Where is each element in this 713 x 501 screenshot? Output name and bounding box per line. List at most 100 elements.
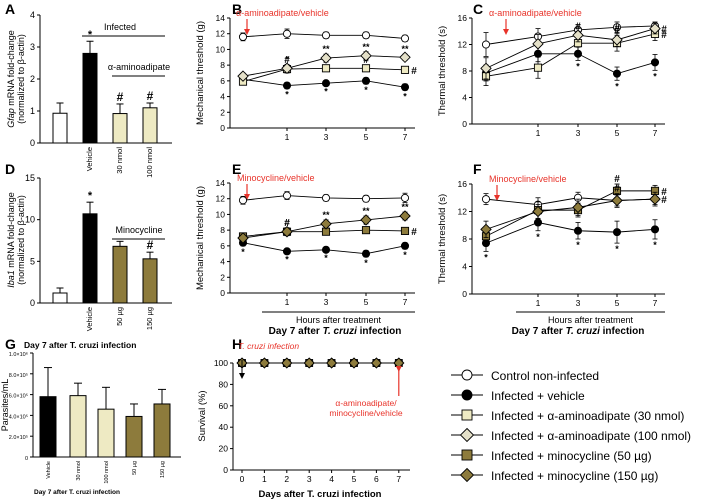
x-tick-label: 4: [329, 474, 334, 484]
chart-D: 0 5 10 15 * Vehicle 50 µg #150 µg Iba1 mRNA fold…: [6, 173, 172, 350]
data-point: [238, 32, 248, 41]
bar: [97, 408, 115, 458]
treatment-arrow-head: [244, 29, 250, 35]
day7-suffix: infection: [600, 326, 644, 337]
series-4: *** ** **: [237, 42, 411, 82]
series-1: [481, 191, 660, 212]
y-label-gene: Gfap: [6, 108, 16, 128]
day7-prefix: Day 7 after: [512, 326, 566, 337]
y-axis-label-2: (normalized to β-actin): [16, 34, 26, 124]
y-tick-label: 12: [216, 194, 226, 204]
treatment-annotation: Minocycline/vehicle: [237, 173, 315, 183]
series-2: * * * * *: [238, 238, 410, 268]
significance-mark: **: [362, 206, 370, 216]
data-point: [400, 226, 410, 235]
footer-label: Day 7 after T. cruzi infection: [24, 340, 136, 350]
bar: [153, 403, 171, 458]
significance-mark: *: [88, 190, 93, 202]
category-label: 30 nmol: [115, 147, 124, 174]
x-axis-label: Hours after treatment: [296, 315, 382, 325]
y-tick-label: 60: [219, 401, 229, 411]
x-tick-label: 7: [653, 298, 658, 308]
y-tick-label: 6: [220, 76, 225, 86]
day7-species: T. cruzi: [323, 326, 357, 337]
chart-E: 0 2 4 6 8 10 12 14 1 3 5 7 Mechanical threshold (g) M…: [195, 173, 417, 337]
x-tick-label: 7: [653, 128, 658, 138]
chart-C: 0 4 8 12 16 1 3 5 7 Thermal threshold (s) α-aminoa…: [437, 8, 667, 138]
bar: [39, 396, 57, 458]
legend-marker: [459, 427, 475, 443]
bar: [69, 395, 87, 458]
y-tick-label: 0: [25, 456, 28, 462]
legend-item: Control non-infected: [451, 369, 599, 383]
data-point: [281, 62, 293, 75]
significance-mark: *: [324, 253, 328, 263]
data-point: [481, 40, 491, 49]
data-point: [360, 214, 372, 226]
x-tick-label: 1: [536, 298, 541, 308]
significance-mark: #: [411, 227, 417, 238]
treatment-label: α-aminoadipate: [108, 62, 170, 72]
data-point: [399, 51, 411, 64]
y-tick-label: 80: [219, 379, 229, 389]
y-tick-label: 8: [220, 225, 225, 235]
data-point: [321, 193, 331, 202]
data-point: [650, 225, 660, 234]
legend-label: Infected + α-aminoadipate (100 nmol): [491, 429, 691, 443]
y-tick-label: 10: [216, 209, 226, 219]
panel-label-C: C: [473, 1, 483, 17]
significance-mark: *: [536, 232, 540, 242]
x-tick-label: 3: [324, 132, 329, 142]
significance-mark: *: [285, 255, 289, 265]
chart-B: 0 2 4 6 8 10 12 14 1 3 5 7 Mechanical threshold (g) α…: [195, 8, 417, 142]
significance-mark: *: [615, 244, 619, 254]
y-tick-label: 1.0×10⁶: [9, 351, 28, 358]
y-label-rest: mRNA fold-change: [6, 30, 16, 108]
bar: [82, 213, 98, 304]
data-point: [370, 357, 382, 369]
significance-mark: #: [117, 90, 124, 104]
y-tick-label: 6: [220, 241, 225, 251]
significance-mark: #: [284, 218, 290, 229]
significance-mark: *: [285, 90, 289, 100]
category-label: Vehicle: [85, 147, 94, 171]
series-line: [485, 197, 656, 206]
data-point: [572, 29, 584, 41]
y-axis-label: Thermal threshold (s): [437, 26, 448, 116]
infected-label: Infected: [104, 22, 136, 32]
significance-mark: *: [576, 61, 580, 71]
y-tick-label: 0: [462, 119, 467, 129]
data-point: [480, 62, 492, 75]
significance-mark: *: [241, 247, 245, 257]
data-point: [303, 357, 315, 369]
legend-marker: [461, 389, 473, 401]
data-point: [326, 357, 338, 369]
data-point: [321, 79, 331, 88]
y-axis-label-2: (normalized to β-actin): [16, 195, 26, 285]
y-tick-label: 0: [220, 288, 225, 298]
category-label: 150 µg: [145, 307, 154, 330]
data-point: [650, 58, 660, 67]
data-point: [533, 218, 543, 227]
y-label-rest: mRNA fold-change: [6, 192, 16, 270]
data-point: [480, 223, 492, 236]
x-tick-label: 1: [262, 474, 267, 484]
chart-A: 0 1 2 3 4 * Vehicle #30 nmol #100 nmol Gfap mRNA …: [6, 10, 172, 178]
significance-mark: #: [614, 174, 620, 185]
y-tick-label: 8: [462, 234, 467, 244]
y-tick-label: 20: [219, 444, 229, 454]
significance-mark: #: [147, 238, 154, 252]
legend: Control non-infected Infected + vehicle In…: [451, 369, 691, 483]
bar: [125, 415, 143, 458]
data-point: [320, 218, 332, 230]
significance-mark: **: [362, 42, 370, 52]
y-tick-label: 4: [220, 92, 225, 102]
category-label: 50 µg: [115, 307, 124, 326]
data-point: [238, 196, 248, 205]
significance-mark: *: [403, 250, 407, 260]
significance-mark: *: [364, 85, 368, 95]
y-tick-label: 4: [30, 10, 35, 20]
x-tick-label: 3: [576, 298, 581, 308]
data-point: [320, 52, 332, 64]
y-tick-label: 2: [220, 107, 225, 117]
